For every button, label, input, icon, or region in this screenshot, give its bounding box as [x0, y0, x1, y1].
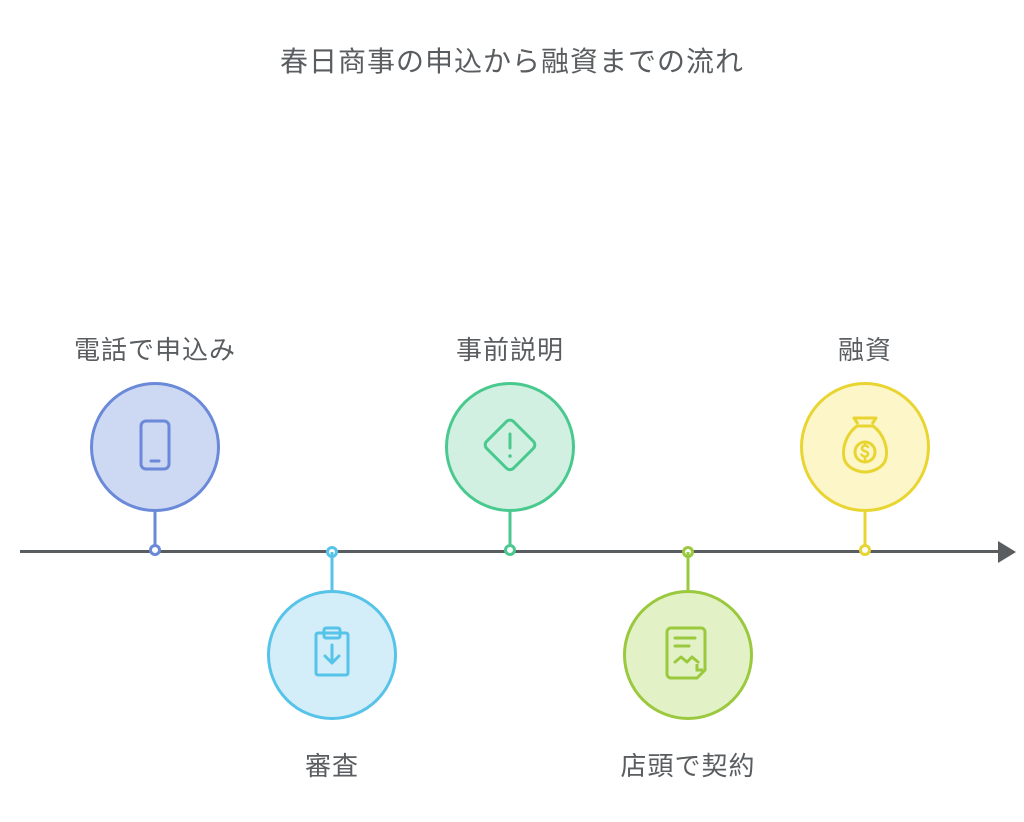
step-connector [331, 552, 334, 590]
contract-handshake-icon [653, 618, 723, 693]
timeline-arrowhead [998, 541, 1016, 563]
step-label: 店頭で契約 [620, 746, 755, 783]
diagram-title: 春日商事の申込から融資までの流れ [280, 40, 744, 80]
step-circle [267, 590, 397, 720]
step-circle [445, 382, 575, 512]
step-dot [859, 544, 871, 556]
timeline-step-1: 電話で申込み [90, 382, 220, 512]
step-circle [800, 382, 930, 512]
timeline-step-4: 店頭で契約 [623, 552, 753, 780]
phone-tablet-icon [123, 413, 187, 482]
step-dot [504, 544, 516, 556]
step-circle [623, 590, 753, 720]
timeline-step-2: 審査 [267, 552, 397, 780]
step-label: 電話で申込み [74, 330, 236, 367]
step-label: 審査 [305, 746, 359, 783]
step-dot [149, 544, 161, 556]
timeline-step-3: 事前説明 [445, 382, 575, 512]
alert-diamond-icon [475, 410, 545, 485]
step-connector [687, 552, 690, 590]
step-label: 事前説明 [456, 330, 564, 367]
step-label: 融資 [838, 330, 892, 367]
step-circle [90, 382, 220, 512]
money-bag-icon [832, 412, 898, 483]
timeline-step-5: 融資 [800, 382, 930, 512]
clipboard-download-icon [300, 621, 364, 690]
